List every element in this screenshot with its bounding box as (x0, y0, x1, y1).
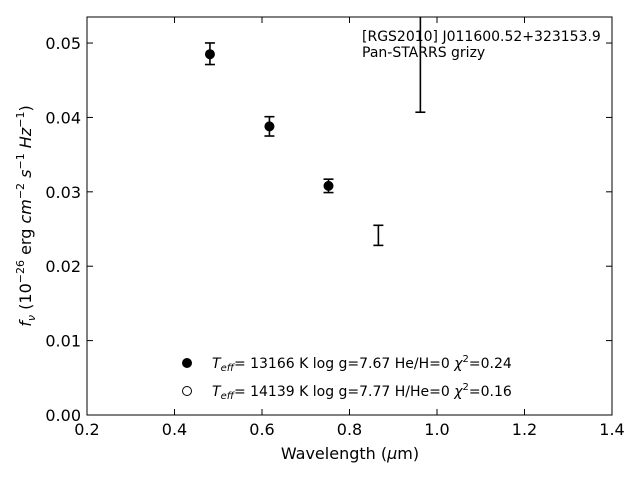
model-point-filled (204, 49, 215, 60)
y-tick-label: 0.02 (45, 257, 81, 276)
y-tick-label: 0.03 (45, 183, 81, 202)
model-point-filled (264, 121, 275, 132)
y-tick-label: 0.04 (45, 108, 81, 127)
legend: Teff= 13166 K log g=7.67 He/H=0 χ2=0.24 … (182, 354, 512, 402)
annotation-line-1: [RGS2010] J011600.52+323153.9 (362, 29, 601, 45)
x-tick-label: 0.8 (337, 420, 362, 439)
y-tick-label: 0.00 (45, 406, 81, 425)
x-tick-label: 1.2 (512, 420, 537, 439)
y-axis-title: fν (10−26 erg cm−2 s−1 Hz−1) (14, 105, 38, 326)
x-tick-label: 0.2 (74, 420, 99, 439)
x-tick-label: 0.4 (162, 420, 187, 439)
data-points (204, 49, 334, 191)
x-axis-title: Wavelength (μm) (281, 444, 419, 463)
model-point-filled (323, 180, 334, 191)
x-tick-label: 1.4 (599, 420, 624, 439)
x-tick-label: 0.6 (249, 420, 274, 439)
y-tick-label: 0.01 (45, 332, 81, 351)
axis-ticks: 0.2 0.4 0.6 0.8 1.0 1.2 1.4 0.00 0.01 0.02 0.03 0.0… (45, 17, 625, 439)
legend-marker-open (182, 386, 192, 396)
annotation-line-2: Pan-STARRS grizy (362, 45, 485, 61)
legend-entry-2: Teff= 14139 K log g=7.77 H/He=0 χ2=0.16 (212, 382, 512, 402)
x-tick-label: 1.0 (424, 420, 449, 439)
legend-entry-1: Teff= 13166 K log g=7.67 He/H=0 χ2=0.24 (212, 354, 512, 374)
y-tick-label: 0.05 (45, 34, 81, 53)
legend-marker-filled (182, 358, 192, 368)
